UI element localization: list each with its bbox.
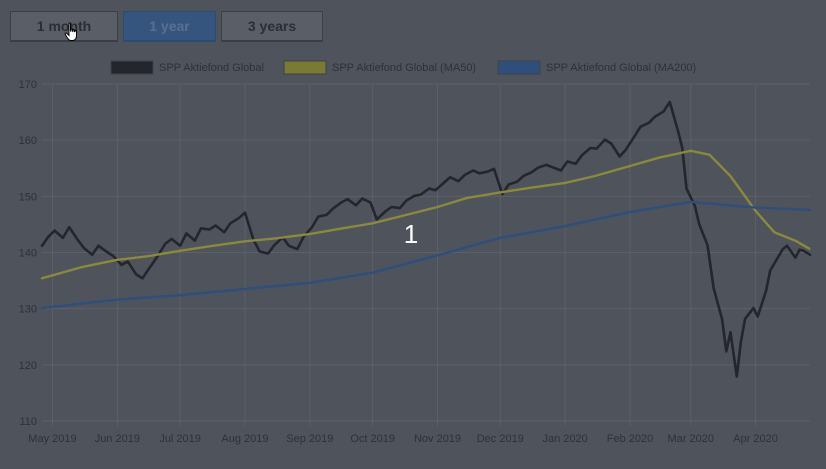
series-line-price xyxy=(40,100,812,378)
range-button-1-month[interactable]: 1 month xyxy=(10,11,118,42)
x-axis-ticks: May 2019 Jun 2019 Jul 2019 Aug 2019 Sep 2019… xyxy=(28,433,778,445)
x-tick-label: Feb 2020 xyxy=(607,433,653,445)
y-tick-label: 170 xyxy=(19,79,37,91)
y-tick-label: 160 xyxy=(19,135,37,147)
y-tick-label: 130 xyxy=(19,304,37,316)
legend-label[interactable]: SPP Aktiefond Global (MA50) xyxy=(332,62,476,74)
legend-swatch[interactable] xyxy=(110,60,154,75)
overlay-number: 1 xyxy=(404,219,418,249)
x-tick-label: Apr 2020 xyxy=(733,433,778,445)
x-tick-label: Aug 2019 xyxy=(221,433,268,445)
legend-label[interactable]: SPP Aktiefond Global (MA200) xyxy=(546,62,696,74)
legend: SPP Aktiefond Global SPP Aktiefond Global… xyxy=(110,60,696,75)
x-tick-label: Jul 2019 xyxy=(159,433,201,445)
series-line-ma200 xyxy=(40,200,812,310)
y-tick-label: 150 xyxy=(19,191,37,203)
legend-swatch[interactable] xyxy=(283,60,327,75)
hand-cursor-icon xyxy=(64,22,77,41)
x-tick-label: Mar 2020 xyxy=(667,433,713,445)
series-layer xyxy=(40,100,812,378)
x-tick-label: Nov 2019 xyxy=(414,433,461,445)
y-tick-label: 140 xyxy=(19,248,37,260)
x-tick-label: May 2019 xyxy=(28,433,76,445)
x-tick-label: Jun 2019 xyxy=(95,433,140,445)
grid-layer xyxy=(42,83,810,426)
y-axis-ticks: 110 120 130 140 150 160 170 xyxy=(19,79,37,428)
y-tick-label: 110 xyxy=(19,416,37,428)
legend-swatch[interactable] xyxy=(497,60,541,75)
range-button-3-years[interactable]: 3 years xyxy=(221,11,323,42)
x-tick-label: Jan 2020 xyxy=(543,433,588,445)
legend-label[interactable]: SPP Aktiefond Global xyxy=(159,62,264,74)
x-tick-label: Dec 2019 xyxy=(477,433,524,445)
y-tick-label: 120 xyxy=(19,360,37,372)
x-tick-label: Oct 2019 xyxy=(350,433,395,445)
range-button-1-year[interactable]: 1 year xyxy=(123,11,216,42)
range-button-group: 1 month 1 year 3 years xyxy=(10,11,323,42)
x-tick-label: Sep 2019 xyxy=(286,433,333,445)
series-line-ma50 xyxy=(40,149,812,280)
